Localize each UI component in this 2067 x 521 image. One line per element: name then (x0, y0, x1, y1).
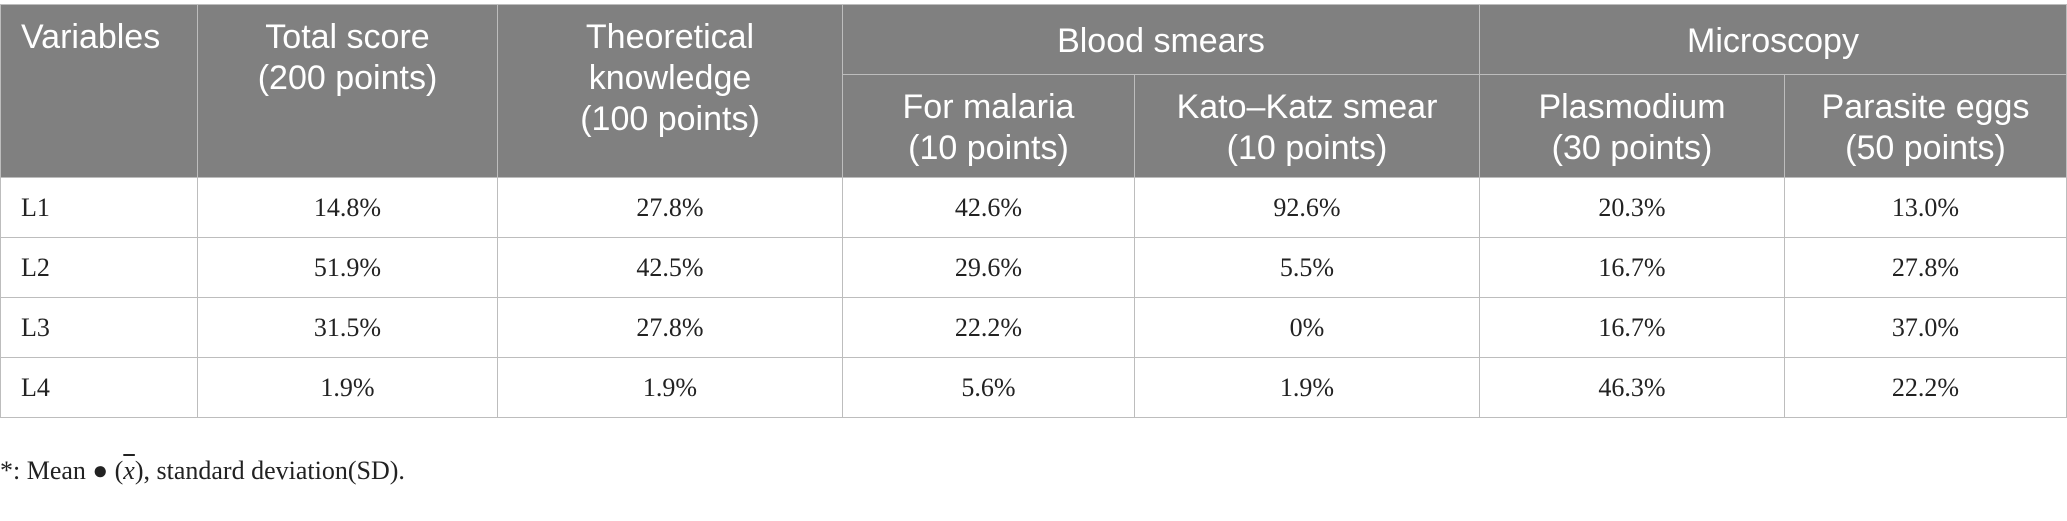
cell-total-score: 1.9% (197, 357, 498, 418)
header-parasite-eggs-line-2: (50 points) (1845, 129, 2006, 167)
table-footnote: *: Mean ● (x), standard deviation(SD). (0, 456, 405, 486)
row-label: L2 (0, 237, 198, 298)
mean-symbol: x (123, 456, 135, 485)
header-variables: Variables (0, 4, 198, 178)
header-total-score: Total score (200 points) (197, 4, 498, 178)
header-kato-katz-line-2: (10 points) (1226, 129, 1388, 167)
cell-parasite-eggs: 37.0% (1784, 297, 2067, 358)
header-kato-katz-line-1: Kato–Katz smear (1176, 88, 1438, 126)
cell-malaria: 29.6% (842, 237, 1135, 298)
results-table: Variables Total score (200 points) Theor… (0, 4, 2067, 418)
cell-theoretical: 27.8% (497, 297, 843, 358)
header-theoretical-knowledge: Theoretical knowledge (100 points) (497, 4, 843, 178)
header-group-blood-smears: Blood smears (842, 4, 1480, 75)
cell-plasmodium: 16.7% (1479, 297, 1785, 358)
cell-theoretical: 42.5% (497, 237, 843, 298)
header-row-2: For malaria (10 points) Kato–Katz smear … (1, 74, 2067, 178)
header-plasmodium-line-1: Plasmodium (1538, 88, 1726, 126)
cell-kato-katz: 0% (1134, 297, 1480, 358)
header-plasmodium-line-2: (30 points) (1551, 129, 1713, 167)
cell-total-score: 51.9% (197, 237, 498, 298)
header-parasite-eggs-line-1: Parasite eggs (1821, 88, 2030, 126)
table-row: L4 1.9% 1.9% 5.6% 1.9% 46.3% 22.2% (0, 357, 2067, 418)
table-row: L3 31.5% 27.8% 22.2% 0% 16.7% 37.0% (0, 297, 2067, 358)
cell-plasmodium: 16.7% (1479, 237, 1785, 298)
header-malaria-line-2: (10 points) (908, 129, 1069, 167)
header-total-score-line-2: (200 points) (257, 59, 438, 97)
header-row-1: Variables Total score (200 points) Theor… (0, 4, 2067, 178)
cell-malaria: 5.6% (842, 357, 1135, 418)
cell-parasite-eggs: 13.0% (1784, 177, 2067, 238)
cell-kato-katz: 92.6% (1134, 177, 1480, 238)
cell-plasmodium: 20.3% (1479, 177, 1785, 238)
footnote-prefix: *: Mean ● ( (0, 456, 124, 485)
cell-theoretical: 27.8% (497, 177, 843, 238)
table-body: L1 14.8% 27.8% 42.6% 92.6% 20.3% 13.0% L… (0, 177, 2067, 418)
header-kato-katz: Kato–Katz smear (10 points) (1134, 74, 1480, 178)
header-theoretical-line-1: Theoretical (585, 18, 755, 56)
cell-total-score: 31.5% (197, 297, 498, 358)
table-header: Variables Total score (200 points) Theor… (0, 4, 2067, 178)
header-for-malaria: For malaria (10 points) (842, 74, 1135, 178)
header-plasmodium: Plasmodium (30 points) (1479, 74, 1785, 178)
header-malaria-line-1: For malaria (902, 88, 1075, 126)
cell-parasite-eggs: 27.8% (1784, 237, 2067, 298)
table-row: L2 51.9% 42.5% 29.6% 5.5% 16.7% 27.8% (0, 237, 2067, 298)
header-total-score-line-1: Total score (265, 18, 430, 56)
header-theoretical-line-3: (100 points) (580, 100, 760, 138)
cell-malaria: 42.6% (842, 177, 1135, 238)
cell-kato-katz: 5.5% (1134, 237, 1480, 298)
header-group-microscopy: Microscopy (1479, 4, 2067, 75)
header-parasite-eggs: Parasite eggs (50 points) (1784, 74, 2067, 178)
cell-malaria: 22.2% (842, 297, 1135, 358)
cell-plasmodium: 46.3% (1479, 357, 1785, 418)
row-label: L1 (0, 177, 198, 238)
cell-total-score: 14.8% (197, 177, 498, 238)
footnote-suffix: ), standard deviation(SD). (134, 456, 405, 485)
table-row: L1 14.8% 27.8% 42.6% 92.6% 20.3% 13.0% (0, 177, 2067, 238)
header-theoretical-line-2: knowledge (588, 59, 752, 97)
cell-parasite-eggs: 22.2% (1784, 357, 2067, 418)
cell-theoretical: 1.9% (497, 357, 843, 418)
row-label: L3 (0, 297, 198, 358)
row-label: L4 (0, 357, 198, 418)
cell-kato-katz: 1.9% (1134, 357, 1480, 418)
